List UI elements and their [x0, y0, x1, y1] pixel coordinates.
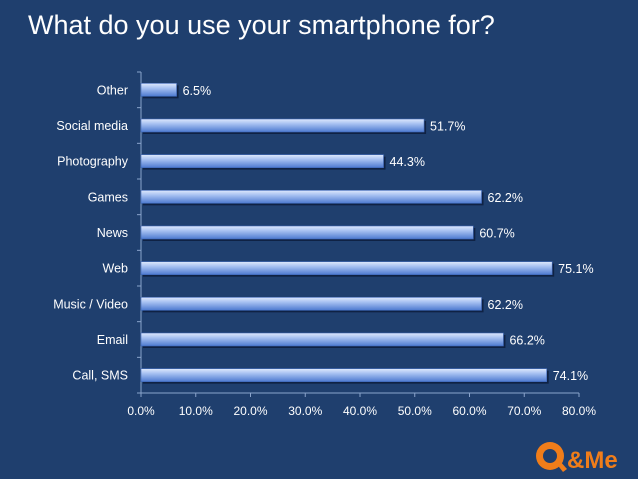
- x-tick-label: 40.0%: [343, 404, 377, 418]
- category-label: Other: [97, 83, 128, 97]
- svg-text:&Me: &Me: [567, 447, 618, 474]
- bar: [140, 225, 474, 240]
- bar: [140, 190, 482, 204]
- data-label: 75.1%: [558, 262, 593, 276]
- x-tick-label: 20.0%: [233, 404, 267, 418]
- bar: [140, 368, 547, 382]
- category-label: Social media: [56, 119, 128, 133]
- x-tick-label: 0.0%: [127, 404, 155, 418]
- data-label: 51.7%: [430, 120, 465, 134]
- category-label: Web: [103, 262, 129, 276]
- x-tick-label: 70.0%: [507, 404, 541, 418]
- x-tick-label: 50.0%: [398, 404, 432, 418]
- category-label: Call, SMS: [72, 369, 128, 383]
- category-label: Music / Video: [53, 297, 128, 311]
- bar: [140, 332, 504, 347]
- qme-logo: &Me: [536, 442, 618, 474]
- x-tick-label: 60.0%: [452, 404, 486, 418]
- category-label: Games: [88, 190, 128, 204]
- bar: [140, 118, 425, 133]
- chart-labels: 0.0% 10.0% 20.0% 30.0% 40.0% 50.0% 60.0% 70.0% 8…: [53, 83, 596, 418]
- data-label: 66.2%: [509, 334, 544, 348]
- data-label: 44.3%: [390, 155, 425, 169]
- x-tick-label: 10.0%: [179, 404, 213, 418]
- category-label: News: [97, 226, 128, 240]
- x-tick-label: 80.0%: [562, 404, 596, 418]
- category-label: Photography: [57, 155, 129, 169]
- data-label: 6.5%: [183, 84, 212, 98]
- x-tick-label: 30.0%: [288, 404, 322, 418]
- bar: [140, 297, 482, 311]
- category-label: Email: [97, 333, 128, 347]
- bar: [140, 261, 553, 275]
- bar: [140, 83, 177, 97]
- data-label: 62.2%: [488, 191, 523, 205]
- data-label: 60.7%: [479, 227, 514, 241]
- bar: [140, 154, 384, 168]
- data-label: 62.2%: [488, 298, 523, 312]
- data-label: 74.1%: [553, 369, 588, 383]
- chart-bars: [140, 83, 555, 384]
- slide-title: What do you use your smartphone for?: [28, 10, 495, 40]
